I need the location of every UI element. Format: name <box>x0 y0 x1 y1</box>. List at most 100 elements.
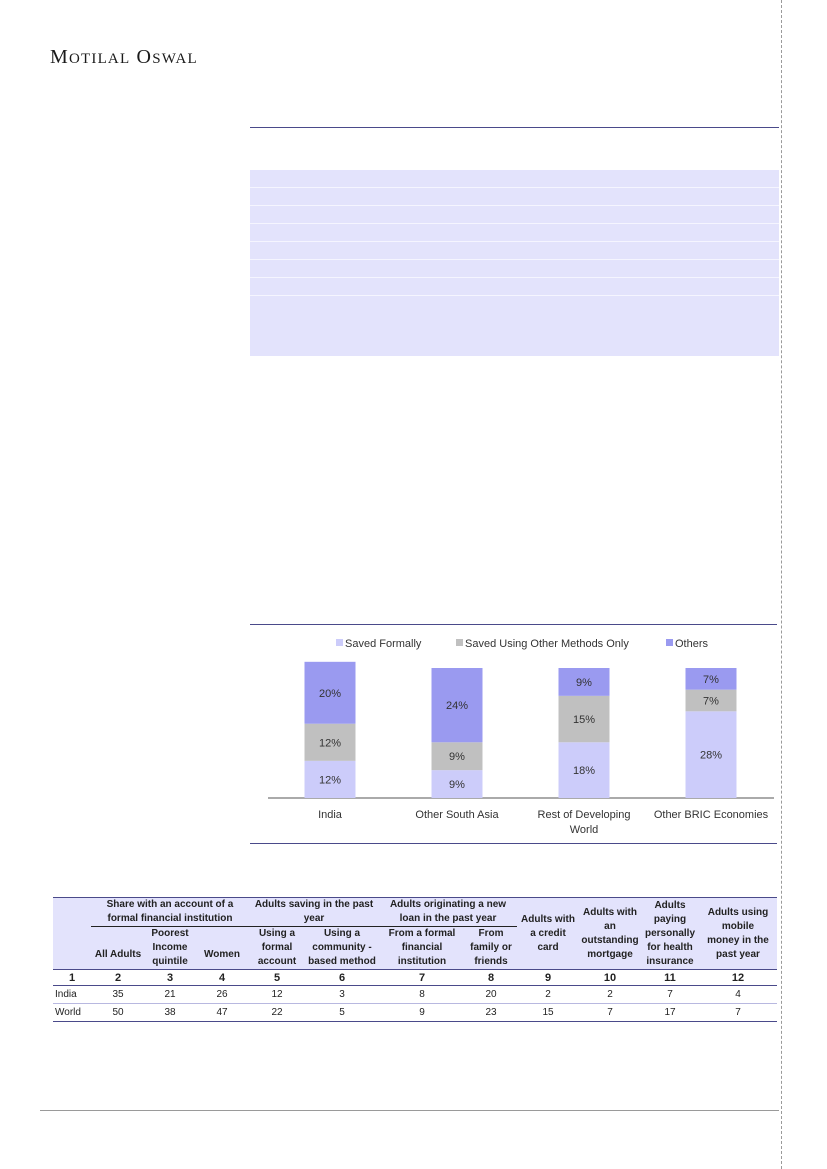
table-cell: 17 <box>641 1003 699 1022</box>
data-label: 18% <box>573 765 595 777</box>
data-label: 9% <box>449 751 465 763</box>
table-cell: 15 <box>517 1003 579 1022</box>
bar-segment <box>431 668 483 743</box>
bar-segment <box>431 770 483 798</box>
table-cell: 12 <box>249 985 305 1004</box>
index-cell: 9 <box>517 969 579 986</box>
table-cell: 5 <box>305 1003 379 1022</box>
data-label: 28% <box>700 750 722 762</box>
table-row-india: India 35 21 26 12 3 8 20 2 2 7 4 <box>53 985 777 1004</box>
table-cell: 23 <box>465 1003 517 1022</box>
table-cell: 21 <box>145 985 195 1004</box>
index-cell: 11 <box>641 969 699 986</box>
table-cell: 3 <box>305 985 379 1004</box>
bar-segment <box>685 711 737 798</box>
bar-segment <box>558 742 610 798</box>
bar-segment <box>304 723 356 761</box>
bar-segment <box>304 760 356 798</box>
row-label: World <box>53 1003 91 1022</box>
legend-swatch <box>336 639 343 646</box>
bar-segment <box>431 742 483 771</box>
header-mortgage: Adults with an outstanding mortgage <box>579 897 641 970</box>
table-cell: 35 <box>91 985 145 1004</box>
table-cell: 4 <box>699 985 777 1004</box>
legend-label: Others <box>675 638 709 650</box>
shaded-text-box <box>250 170 779 356</box>
subheader-all-adults: All Adults <box>91 926 145 970</box>
table-cell: 7 <box>699 1003 777 1022</box>
stacked-bar-chart: Saved Formally Saved Using Other Methods … <box>268 638 774 836</box>
bar-segment <box>558 695 610 743</box>
data-label: 20% <box>319 688 341 700</box>
financial-inclusion-table: Share with an account of a formal financi… <box>53 897 777 1022</box>
page-margin-guide <box>781 0 783 1169</box>
subheader-family-friends: From family or friends <box>465 926 517 970</box>
table-cell: 8 <box>379 985 465 1004</box>
chart-bottom-rule <box>250 843 777 844</box>
bar-segment <box>558 668 610 696</box>
data-label: 15% <box>573 714 595 726</box>
brand-logo: MOTILAL OSWAL <box>50 46 198 68</box>
bar-segment <box>304 661 356 724</box>
index-cell: 1 <box>53 969 91 986</box>
header-health-insurance: Adults paying personally for health insuranc… <box>641 897 699 970</box>
table-cell: 9 <box>379 1003 465 1022</box>
data-label: 9% <box>576 677 592 689</box>
table-cell: 7 <box>641 985 699 1004</box>
bar-segment <box>685 668 737 690</box>
data-label: 12% <box>319 737 341 749</box>
category-label: Rest of Developing <box>538 809 631 821</box>
column-index-row: 1 2 3 4 5 6 7 8 9 10 11 12 <box>53 969 777 986</box>
bar-segment <box>685 689 737 712</box>
table-cell: 2 <box>579 985 641 1004</box>
category-label: World <box>570 824 599 836</box>
header-group-loan: Adults originating a new loan in the past… <box>379 897 517 927</box>
header-credit-card: Adults with a credit card <box>517 897 579 970</box>
data-label: 12% <box>319 774 341 786</box>
header-blank <box>53 897 91 927</box>
subheader-community-method: Using a community - based method <box>305 926 379 970</box>
table-cell: 7 <box>579 1003 641 1022</box>
subheader-formal-institution: From a formal financial institution <box>379 926 465 970</box>
legend-label: Saved Formally <box>345 638 422 650</box>
table-cell: 26 <box>195 985 249 1004</box>
data-label: 24% <box>446 700 468 712</box>
index-cell: 12 <box>699 969 777 986</box>
table-cell: 50 <box>91 1003 145 1022</box>
subheader-poorest-quintile: Poorest Income quintile <box>145 926 195 970</box>
chart-top-rule <box>250 624 777 625</box>
row-label: India <box>53 985 91 1004</box>
data-label: 9% <box>449 779 465 791</box>
index-cell: 4 <box>195 969 249 986</box>
category-label: India <box>318 809 343 821</box>
table-cell: 22 <box>249 1003 305 1022</box>
table-row-world: World 50 38 47 22 5 9 23 15 7 17 7 <box>53 1003 777 1022</box>
header-group-saving: Adults saving in the past year <box>249 897 379 927</box>
index-cell: 2 <box>91 969 145 986</box>
data-label: 7% <box>703 696 719 708</box>
footer-rule <box>40 1110 779 1111</box>
index-cell: 6 <box>305 969 379 986</box>
index-cell: 8 <box>465 969 517 986</box>
savings-chart: Saved Formally Saved Using Other Methods … <box>250 624 777 844</box>
table-cell: 2 <box>517 985 579 1004</box>
subheader-women: Women <box>195 926 249 970</box>
legend-swatch <box>456 639 463 646</box>
table-cell: 47 <box>195 1003 249 1022</box>
index-cell: 7 <box>379 969 465 986</box>
header-blank-sub <box>53 926 91 970</box>
category-label: Other BRIC Economies <box>654 809 769 821</box>
table-cell: 20 <box>465 985 517 1004</box>
subheader-formal-account: Using a formal account <box>249 926 305 970</box>
table-cell: 38 <box>145 1003 195 1022</box>
section-rule <box>250 127 779 128</box>
legend-swatch <box>666 639 673 646</box>
data-label: 7% <box>703 674 719 686</box>
index-cell: 5 <box>249 969 305 986</box>
index-cell: 3 <box>145 969 195 986</box>
category-label: Other South Asia <box>415 809 499 821</box>
header-mobile-money: Adults using mobile money in the past year <box>699 897 777 970</box>
header-group-account: Share with an account of a formal financi… <box>91 897 249 927</box>
legend-label: Saved Using Other Methods Only <box>465 638 629 650</box>
index-cell: 10 <box>579 969 641 986</box>
